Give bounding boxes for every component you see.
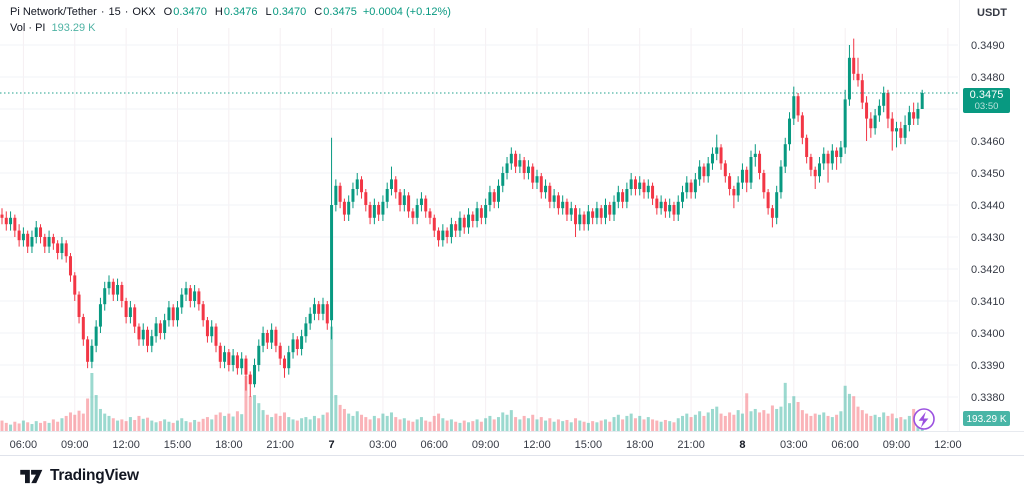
time-tick-label: 03:00 [780, 439, 808, 451]
time-tick-label: 03:00 [369, 439, 397, 451]
price-tick-label: 0.3420 [971, 264, 1005, 276]
time-tick-label: 18:00 [626, 439, 654, 451]
time-tick-label: 12:00 [523, 439, 551, 451]
volume-indicator-label[interactable]: Vol · PI [10, 22, 46, 34]
bar-countdown: 03:50 [975, 101, 999, 112]
price-tick-label: 0.3490 [971, 40, 1005, 52]
close-value: 0.3475 [323, 6, 357, 18]
grid-layer [0, 28, 958, 431]
price-tick-label: 0.3480 [971, 72, 1005, 84]
footer-bar: TradingView [0, 455, 1024, 496]
low-label: L [265, 6, 272, 18]
brand-name: TradingView [50, 467, 139, 484]
time-tick-label: 21:00 [266, 439, 294, 451]
currency-label: USDT [977, 7, 1007, 19]
chart-legend: Pi Network/Tether · 15 · OKX O 0.3470 H … [10, 5, 451, 36]
time-tick-label: 06:00 [421, 439, 449, 451]
time-tick-label: 12:00 [934, 439, 962, 451]
symbol-row: Pi Network/Tether · 15 · OKX O 0.3470 H … [10, 5, 451, 20]
close-label: C [314, 6, 323, 18]
volume-value: 193.29 K [51, 22, 96, 34]
price-tick-label: 0.3410 [971, 296, 1005, 308]
interval-label[interactable]: 15 [108, 6, 121, 18]
exchange-label[interactable]: OKX [132, 6, 156, 18]
candles-layer[interactable] [0, 38, 924, 397]
time-tick-label: 15:00 [164, 439, 192, 451]
time-axis[interactable]: 06:00 09:00 12:00 15:00 18:00 21:00 7 03:00 06:0… [10, 439, 962, 451]
high-value: 0.3476 [223, 6, 258, 18]
time-tick-label: 06:00 [10, 439, 38, 451]
price-tick-label: 0.3440 [971, 200, 1005, 212]
price-tick-label: 0.3460 [971, 136, 1005, 148]
tradingview-logo-icon [20, 469, 43, 483]
time-tick-label: 09:00 [61, 439, 89, 451]
time-tick-label: 09:00 [472, 439, 500, 451]
symbol-description[interactable]: Pi Network/Tether [10, 6, 97, 18]
last-price-value: 0.3475 [970, 89, 1004, 101]
price-tick-label: 0.3450 [971, 168, 1005, 180]
change-value: +0.0004 (+0.12%) [362, 6, 451, 18]
price-chart-pane[interactable]: USDT 0.3490 0.3480 0.3470 0.3460 0.3450 0.3440… [0, 0, 1024, 455]
separator-dot: · [100, 6, 105, 18]
time-tick-label: 21:00 [677, 439, 705, 451]
price-tick-label: 0.3430 [971, 232, 1005, 244]
price-axis[interactable]: USDT0.34900.34800.34700.34600.34500.3440… [971, 7, 1007, 404]
time-tick-label: 15:00 [575, 439, 603, 451]
volume-badge: 193.29 K [963, 411, 1010, 426]
open-label: O [163, 6, 173, 18]
lightning-marker-icon[interactable] [913, 408, 935, 430]
time-tick-label: 18:00 [215, 439, 243, 451]
time-tick-label: 09:00 [883, 439, 911, 451]
low-value: 0.3470 [272, 6, 307, 18]
price-tick-label: 0.3380 [971, 392, 1005, 404]
volume-layer [0, 326, 924, 431]
price-tick-label: 0.3400 [971, 328, 1005, 340]
volume-badge-value: 193.29 K [966, 414, 1006, 425]
time-tick-label: 8 [739, 439, 745, 451]
price-tick-label: 0.3390 [971, 360, 1005, 372]
time-tick-label: 7 [328, 439, 334, 451]
high-label: H [214, 6, 223, 18]
tradingview-brand[interactable]: TradingView [20, 467, 139, 485]
time-tick-label: 12:00 [112, 439, 140, 451]
volume-row: Vol · PI 193.29 K [10, 21, 451, 36]
open-value: 0.3470 [173, 6, 207, 18]
time-tick-label: 06:00 [831, 439, 859, 451]
separator-dot: · [124, 6, 129, 18]
